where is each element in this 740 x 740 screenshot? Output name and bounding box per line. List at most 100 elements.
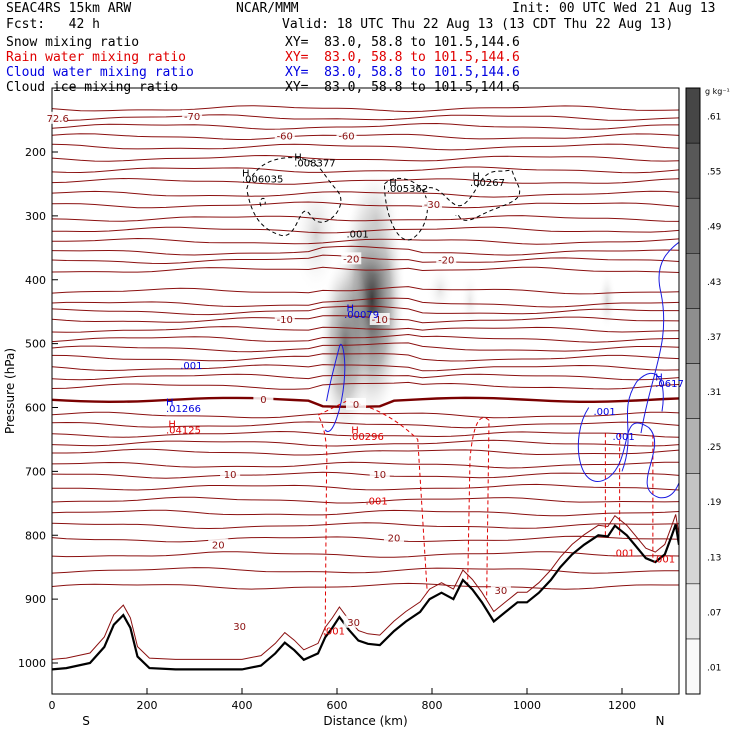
rain-contour xyxy=(604,433,654,558)
isotherm-line xyxy=(52,133,679,141)
value-label: .0617 xyxy=(655,379,684,390)
isotherm-line xyxy=(52,373,679,381)
isotherm-line xyxy=(52,154,679,162)
max-marker: H xyxy=(168,419,176,430)
y-tick-label: 600 xyxy=(25,402,46,415)
contour-label-bg xyxy=(422,198,442,211)
terrain-profile xyxy=(52,524,679,671)
max-marker: H xyxy=(389,178,397,189)
isotherm-label: -60 xyxy=(277,132,293,143)
colorbar-tick-label: .37 xyxy=(707,333,721,343)
isotherm-line xyxy=(52,237,679,245)
value-label: .008377 xyxy=(294,159,335,170)
value-label: .005362 xyxy=(387,184,428,195)
isotherm-line xyxy=(52,522,679,530)
colorbar-tick-label: .01 xyxy=(707,663,721,673)
value-label: .00267 xyxy=(470,178,505,189)
colorbar-tick-label: .31 xyxy=(707,388,721,398)
max-marker: H xyxy=(294,152,302,163)
colorbar-segment xyxy=(685,253,701,309)
isotherm-line xyxy=(52,254,679,265)
colorbar-segment xyxy=(685,473,701,529)
isotherm-line xyxy=(52,381,679,390)
isotherm-line xyxy=(52,353,679,362)
axes: 0 200 400 600 800 1000 12002003004005006007008… xyxy=(3,146,664,728)
x-tick-label: 1200 xyxy=(608,699,636,712)
x-tick-label: 200 xyxy=(137,699,158,712)
isotherm-label: -70 xyxy=(184,112,200,123)
isotherm-line xyxy=(52,411,679,419)
contour-label-bg xyxy=(208,538,229,551)
y-tick-label: 1000 xyxy=(18,657,46,670)
cloud-water-contours xyxy=(324,241,679,499)
colorbar-frame xyxy=(685,87,701,695)
isotherm-label: 0 xyxy=(353,400,359,411)
snow-ice-contour xyxy=(246,157,342,237)
y-tick-label: 800 xyxy=(25,529,46,542)
isotherm-line xyxy=(52,333,679,343)
field-xy-cloud-water: XY= 83.0, 58.8 to 101.5,144.6 xyxy=(285,65,520,80)
y-tick-label: 900 xyxy=(25,593,46,606)
isotherm-label: 20 xyxy=(212,540,225,551)
contour-label-bg xyxy=(336,129,357,142)
south-label: S xyxy=(82,714,90,728)
colorbar-segment xyxy=(685,87,701,144)
isotherm-line xyxy=(52,439,679,447)
isotherm-line xyxy=(52,315,679,324)
contour-label-bg xyxy=(436,253,457,266)
contour-label-bg xyxy=(346,397,366,410)
isotherm-line xyxy=(52,166,679,174)
isotherm-line xyxy=(52,201,679,209)
colorbar-segment xyxy=(685,528,701,585)
isotherm-line xyxy=(52,496,679,504)
isotherm-line xyxy=(52,430,679,438)
contour-label-bg xyxy=(369,468,390,481)
isotherm-label: 30 xyxy=(233,622,246,633)
isotherm-line xyxy=(52,266,679,273)
isotherm-label: 72.6 xyxy=(47,114,69,125)
colorbar-tick-label: .49 xyxy=(707,223,722,233)
value-label: .001 xyxy=(594,407,616,418)
colorbar-segment xyxy=(685,418,701,474)
snow-ice-contour xyxy=(384,177,428,241)
contour-label-bg xyxy=(341,252,362,265)
plot-frame xyxy=(51,87,680,695)
max-marker: H xyxy=(472,171,480,182)
isotherm-line xyxy=(52,143,679,151)
isotherm-label: 0 xyxy=(260,395,266,406)
colorbar-segment xyxy=(685,583,701,640)
isotherm-label: -10 xyxy=(277,315,293,326)
value-label: .00079 xyxy=(344,310,379,321)
x-tick-label: 800 xyxy=(422,699,443,712)
x-axis-label: Distance (km) xyxy=(323,714,407,728)
value-label: .001 xyxy=(180,361,202,372)
org-label: NCAR/MMM xyxy=(236,1,299,16)
valid-time: Valid: 18 UTC Thu 22 Aug 13 (13 CDT Thu … xyxy=(282,17,674,32)
mixing-ratio-shading xyxy=(292,165,616,440)
rain-contour xyxy=(467,417,490,600)
isotherm-line xyxy=(52,483,679,491)
max-marker: H xyxy=(166,398,174,409)
cloud-water-contour xyxy=(640,241,679,434)
isotherm-label: -20 xyxy=(438,256,454,267)
isotherm-line xyxy=(52,567,679,574)
isotherm-label: -20 xyxy=(343,254,359,265)
isotherm-line xyxy=(52,226,679,234)
colorbar: .01 .07 .13 .19 .25 .31 .37 .43 .49 .55 .61 g kg⁻¹ xyxy=(685,87,730,695)
colorbar-segment xyxy=(685,142,701,199)
value-label: .001 xyxy=(613,432,635,443)
colorbar-segment xyxy=(685,308,701,364)
field-xy-snow: XY= 83.0, 58.8 to 101.5,144.6 xyxy=(285,35,520,50)
y-tick-label: 700 xyxy=(25,465,46,478)
isotherm-line xyxy=(52,551,679,558)
snow-ice-contour xyxy=(259,197,266,207)
value-label: .001 xyxy=(653,555,675,566)
max-marker: H xyxy=(347,304,355,315)
value-label: .04125 xyxy=(166,426,201,437)
field-xy-rain: XY= 83.0, 58.8 to 101.5,144.6 xyxy=(285,50,520,65)
isotherm-label: 20 xyxy=(388,533,401,544)
value-label: .00296 xyxy=(349,432,384,443)
colorbar-tick-label: .43 xyxy=(707,278,721,288)
